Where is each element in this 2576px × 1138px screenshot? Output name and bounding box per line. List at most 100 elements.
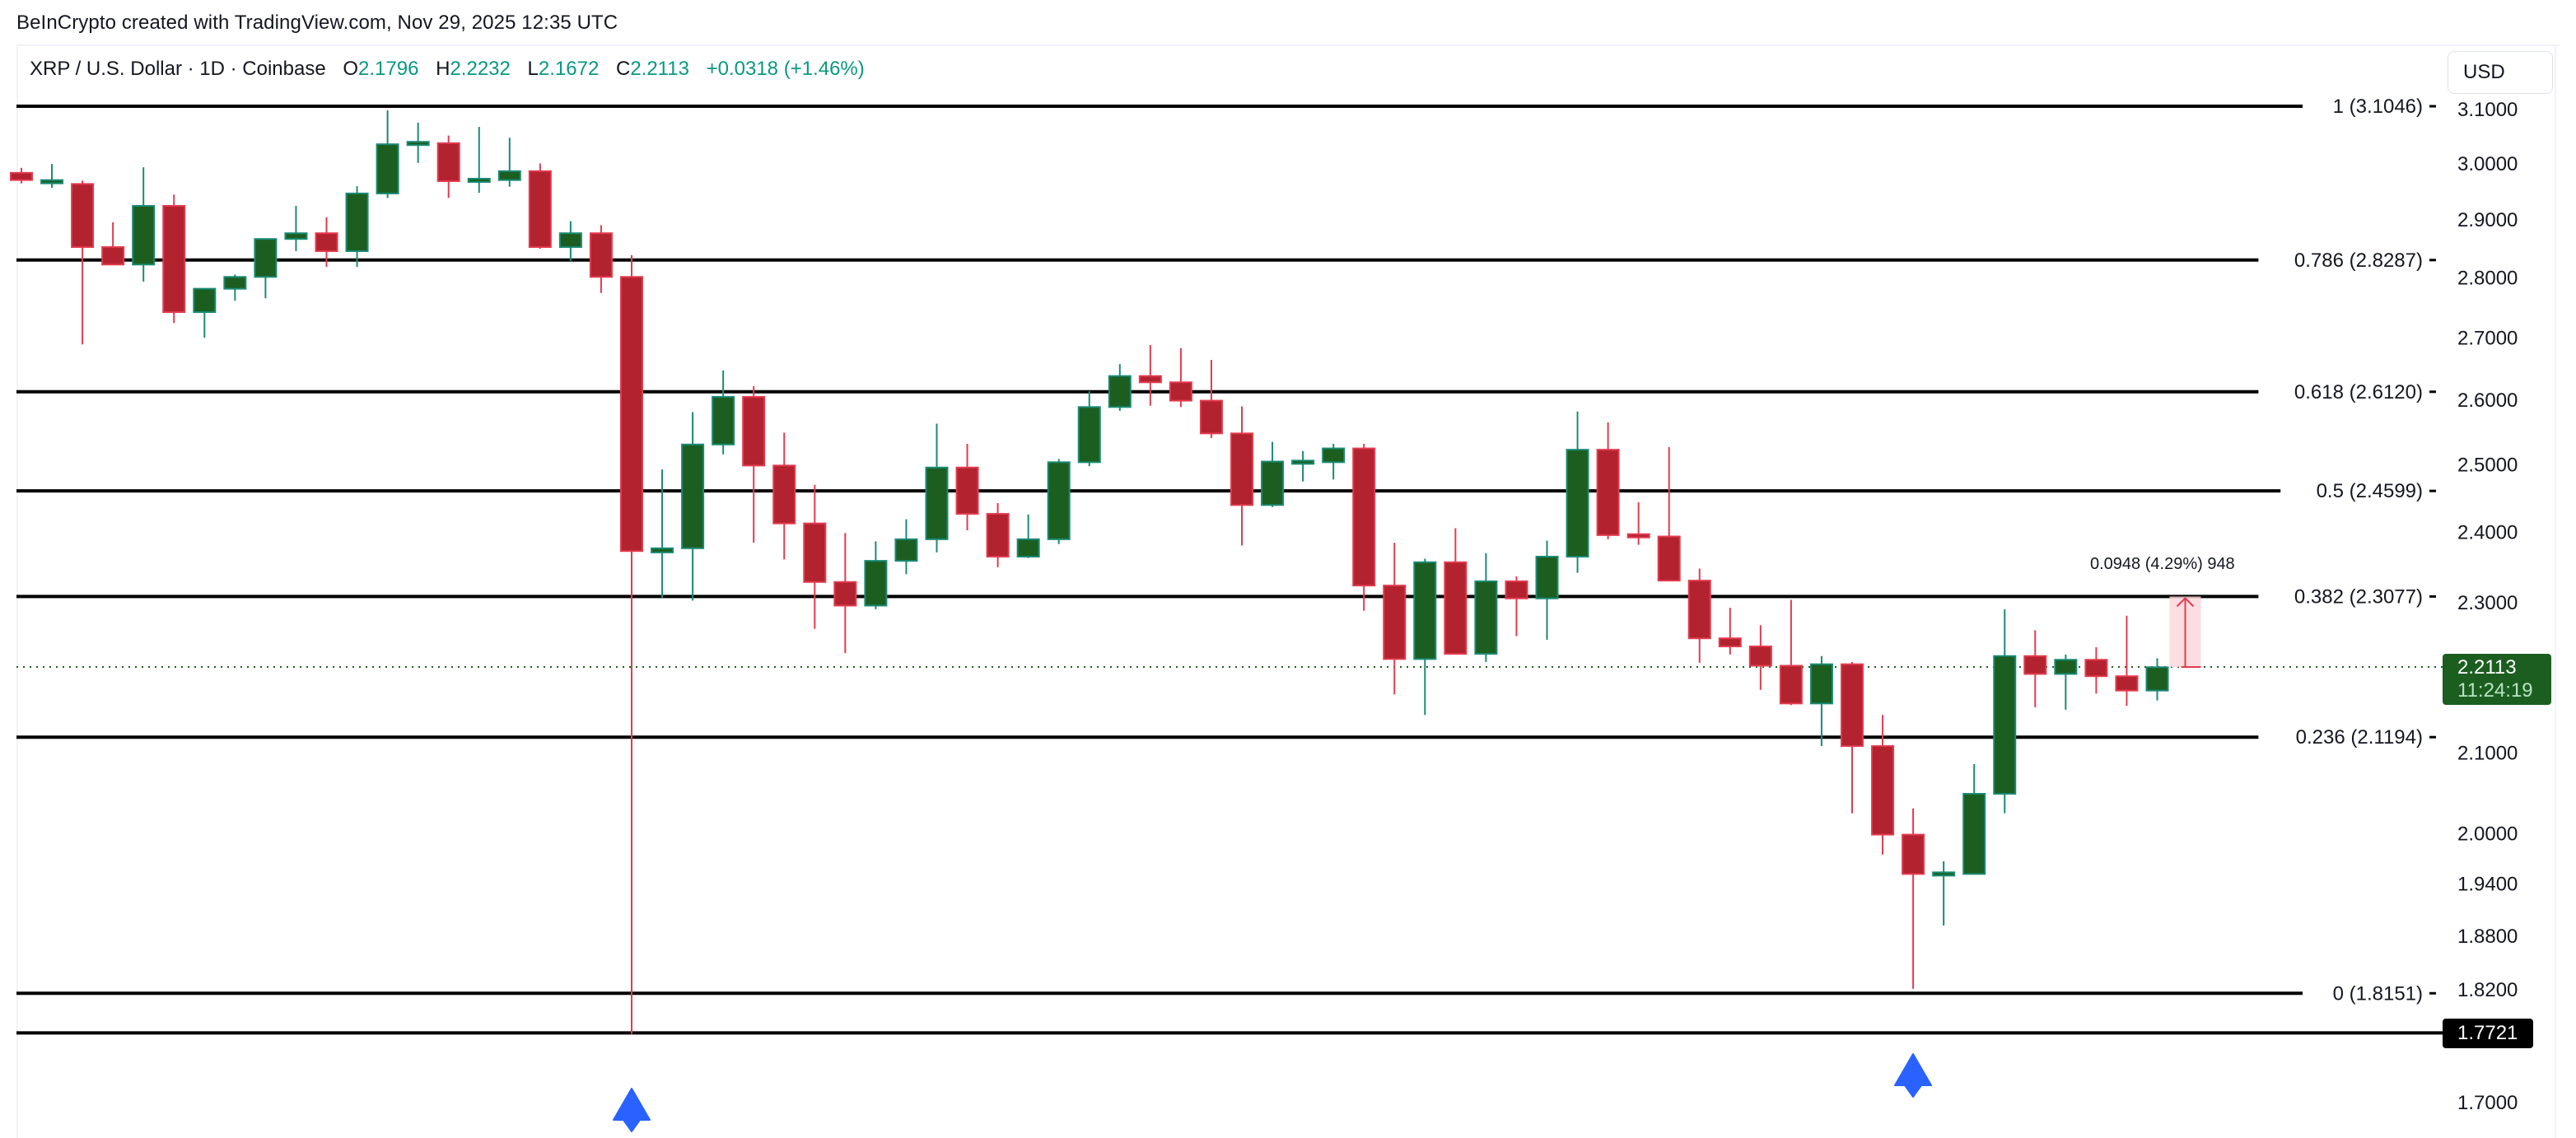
- measure-label: 0.0948 (4.29%) 948: [2090, 555, 2235, 573]
- candle-down: [10, 167, 33, 184]
- candle-body: [1596, 449, 1620, 536]
- candle-down: [589, 225, 613, 293]
- candle-down: [955, 443, 979, 530]
- candle-body: [1809, 663, 1833, 705]
- candle-down: [1230, 406, 1253, 546]
- candle-body: [1718, 637, 1742, 648]
- candle-body: [651, 547, 674, 553]
- close-label: C: [615, 58, 631, 80]
- current-price-tag: 2.2113 11:24:19: [2443, 654, 2551, 705]
- price-axis-tick: 3.1000: [2457, 99, 2518, 121]
- candle-body: [1077, 406, 1101, 464]
- candle-body: [162, 204, 186, 314]
- price-axis-tick: 2.7000: [2457, 327, 2518, 349]
- symbol-title[interactable]: XRP / U.S. Dollar · 1D · Coinbase: [30, 58, 326, 80]
- fib-level-label: 0.5 (2.4599): [2317, 480, 2423, 502]
- candle-body: [376, 143, 399, 194]
- fib-level-label: 0.382 (2.3077): [2294, 585, 2423, 608]
- candle-body: [833, 581, 857, 607]
- candle-body: [1474, 580, 1498, 655]
- candle-body: [681, 443, 705, 549]
- candle-body: [1413, 561, 1437, 660]
- candle-body: [2084, 659, 2108, 678]
- candles: [10, 110, 2169, 1034]
- candle-up: [1291, 450, 1315, 482]
- price-axis-tick: 2.0000: [2457, 823, 2518, 846]
- candle-up: [558, 221, 582, 262]
- candle-body: [1261, 460, 1285, 506]
- high-value: 2.2232: [450, 58, 511, 80]
- candle-down: [1505, 576, 1528, 637]
- candle-body: [1444, 561, 1468, 655]
- price-axis-tick: 1.8800: [2457, 926, 2518, 948]
- candle-body: [467, 177, 491, 183]
- candle-up: [406, 122, 430, 163]
- candle-body: [712, 395, 735, 445]
- candle-down: [1444, 528, 1468, 655]
- candle-body: [284, 232, 308, 240]
- candle-countdown: 11:24:19: [2457, 679, 2533, 702]
- candle-down: [1352, 443, 1376, 611]
- candle-up: [1077, 391, 1101, 467]
- candle-body: [1748, 646, 1772, 667]
- candle-body: [1230, 432, 1253, 506]
- candle-up: [132, 167, 156, 282]
- price-axis-tick: 3.0000: [2457, 153, 2518, 175]
- candle-up: [681, 412, 705, 601]
- price-axis-tick: 1.9400: [2457, 874, 2518, 896]
- candle-body: [406, 141, 430, 147]
- candle-body: [1657, 535, 1681, 582]
- candle-up: [1535, 540, 1559, 640]
- candle-down: [528, 163, 552, 250]
- candle-up: [284, 205, 308, 251]
- candle-body: [315, 232, 338, 252]
- candle-down: [772, 432, 796, 560]
- candle-up: [1261, 441, 1285, 507]
- candle-down: [71, 180, 95, 345]
- candle-body: [1566, 449, 1589, 557]
- price-axis-tick: 2.8000: [2457, 267, 2518, 289]
- candle-body: [223, 276, 247, 290]
- buy-signal-arrow-icon: [1893, 1052, 1933, 1098]
- price-axis-border: [2555, 44, 2556, 1138]
- candle-body: [345, 192, 369, 252]
- candle-down: [1871, 715, 1895, 855]
- candle-body: [1993, 655, 2017, 795]
- candle-up: [1932, 860, 1956, 926]
- candle-body: [436, 142, 460, 183]
- candle-down: [2023, 630, 2047, 707]
- candle-body: [620, 276, 643, 553]
- candle-body: [1199, 399, 1223, 435]
- candle-down: [315, 217, 338, 268]
- candle-down: [2115, 615, 2139, 707]
- candle-body: [528, 170, 552, 249]
- candle-up: [467, 127, 491, 194]
- change-value: +0.0318 (+1.46%): [706, 58, 865, 80]
- fib-level-label: 0.618 (2.6120): [2294, 381, 2423, 403]
- candle-down: [1841, 661, 1864, 814]
- candle-body: [1352, 447, 1376, 587]
- fibonacci-retracement[interactable]: 1 (3.1046) 0.786 (2.8287) 0.618 (2.6120) 0.…: [16, 96, 2443, 1035]
- currency-button[interactable]: USD: [2448, 51, 2553, 94]
- candle-up: [1108, 364, 1132, 411]
- candle-up: [497, 138, 521, 187]
- candle-down: [1718, 608, 1742, 655]
- candle-up: [864, 541, 888, 609]
- candle-down: [436, 135, 460, 198]
- candle-down: [1626, 502, 1650, 545]
- price-axis[interactable]: 3.1000 3.0000 2.9000 2.8000 2.7000 2.6000 2.50…: [2457, 99, 2518, 1114]
- candle-body: [1535, 555, 1559, 599]
- candle-body: [193, 287, 217, 314]
- candle-body: [1779, 665, 1803, 705]
- candle-body: [40, 179, 64, 184]
- candle-down: [162, 194, 186, 324]
- price-axis-tick: 1.8200: [2457, 979, 2518, 1001]
- candle-up: [223, 274, 247, 301]
- candle-body: [894, 538, 918, 562]
- candle-up: [254, 238, 278, 299]
- candle-down: [620, 254, 643, 1034]
- candle-up: [651, 469, 674, 598]
- price-range-measure[interactable]: [2169, 596, 2201, 669]
- candle-down: [1596, 422, 1620, 539]
